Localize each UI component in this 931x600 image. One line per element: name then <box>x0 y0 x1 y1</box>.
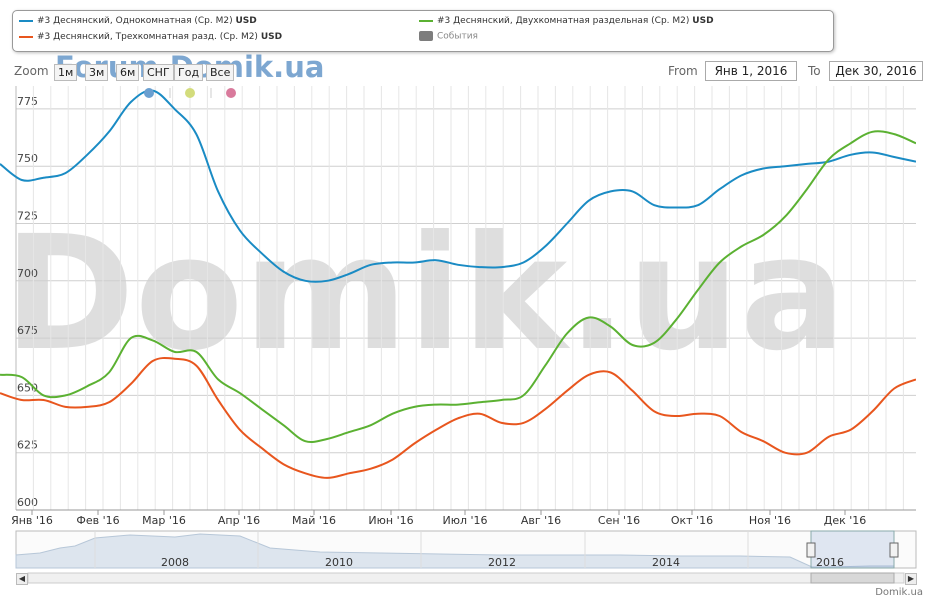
navigator-year-label: 2016 <box>816 556 844 569</box>
navigator-handle-left[interactable] <box>806 542 816 558</box>
y-tick-label: 750 <box>17 152 38 165</box>
series-line-3 <box>0 357 916 479</box>
legend-unit-series-1: USD <box>235 16 257 26</box>
zoom-label: Zoom <box>14 64 49 78</box>
x-tick-label: Сен '16 <box>598 514 640 527</box>
legend-label-series-1: #3 Деснянский, Однокомнатная (Ср. М2) <box>37 16 233 26</box>
legend-unit-series-2: USD <box>692 16 714 26</box>
legend-swatch-series-3 <box>19 35 33 38</box>
y-tick-label: 700 <box>17 267 38 280</box>
event-marker <box>185 88 195 98</box>
zoom-button-all[interactable]: Все <box>206 64 235 81</box>
zoom-button-1y[interactable]: Год <box>174 64 204 81</box>
range-to-input[interactable]: Дек 30, 2016 <box>829 61 923 81</box>
y-tick-label: 775 <box>17 95 38 108</box>
legend-label-series-2: #3 Деснянский, Двухкомнатная раздельная … <box>437 16 690 26</box>
x-tick-label: Май '16 <box>292 514 336 527</box>
legend-item-series-1[interactable]: #3 Деснянский, Однокомнатная (Ср. М2) US… <box>19 16 257 26</box>
legend: #3 Деснянский, Однокомнатная (Ср. М2) US… <box>12 10 834 52</box>
legend-item-series-2[interactable]: #3 Деснянский, Двухкомнатная раздельная … <box>419 16 714 26</box>
y-tick-label: 625 <box>17 439 38 452</box>
range-from-label: From <box>668 64 698 78</box>
navigator-selected-range <box>810 530 895 569</box>
legend-swatch-series-2 <box>419 19 433 22</box>
y-tick-label: 600 <box>17 496 38 509</box>
zoom-button-3m[interactable]: 3м <box>85 64 109 81</box>
y-tick-label: 650 <box>17 381 38 394</box>
scrollbar-thumb[interactable] <box>810 572 895 584</box>
navigator-year-label: 2014 <box>652 556 680 569</box>
range-from-input[interactable]: Янв 1, 2016 <box>705 61 797 81</box>
scrollbar-left-arrow[interactable]: ◀ <box>16 573 28 585</box>
y-tick-label: 675 <box>17 324 38 337</box>
x-tick-label: Авг '16 <box>521 514 561 527</box>
legend-label-events: События <box>437 31 478 42</box>
event-marker <box>144 88 154 98</box>
x-tick-label: Ноя '16 <box>749 514 791 527</box>
x-tick-label: Окт '16 <box>671 514 713 527</box>
legend-label-series-3: #3 Деснянский, Трехкомнатная разд. (Ср. … <box>37 32 258 42</box>
x-tick-label: Фев '16 <box>76 514 119 527</box>
legend-swatch-series-1 <box>19 19 33 22</box>
navigator-year-label: 2008 <box>161 556 189 569</box>
navigator-handle-right[interactable] <box>889 542 899 558</box>
scrollbar-track <box>27 572 905 584</box>
zoom-button-6m[interactable]: 6м <box>116 64 140 81</box>
y-tick-label: 725 <box>17 210 38 223</box>
navigator-series-area <box>15 533 895 569</box>
x-tick-label: Мар '16 <box>142 514 186 527</box>
legend-item-events[interactable]: События <box>419 31 478 42</box>
x-tick-label: Июл '16 <box>442 514 487 527</box>
legend-swatch-events <box>419 31 433 41</box>
event-marker <box>226 88 236 98</box>
zoom-button-1m[interactable]: 1м <box>54 64 78 81</box>
navigator-year-label: 2010 <box>325 556 353 569</box>
x-tick-label: Янв '16 <box>11 514 53 527</box>
credit-link[interactable]: Domik.ua <box>875 587 923 598</box>
x-tick-label: Дек '16 <box>824 514 867 527</box>
watermark-large: Domik.ua <box>4 202 847 386</box>
range-to-label: To <box>808 64 821 78</box>
zoom-button-ytd[interactable]: СНГ <box>143 64 174 81</box>
x-tick-label: Апр '16 <box>218 514 260 527</box>
scrollbar-right-arrow[interactable]: ▶ <box>905 573 917 585</box>
x-tick-label: Июн '16 <box>368 514 413 527</box>
series-line-2 <box>0 130 916 444</box>
navigator-year-label: 2012 <box>488 556 516 569</box>
legend-unit-series-3: USD <box>260 32 283 42</box>
legend-item-series-3[interactable]: #3 Деснянский, Трехкомнатная разд. (Ср. … <box>19 32 282 42</box>
